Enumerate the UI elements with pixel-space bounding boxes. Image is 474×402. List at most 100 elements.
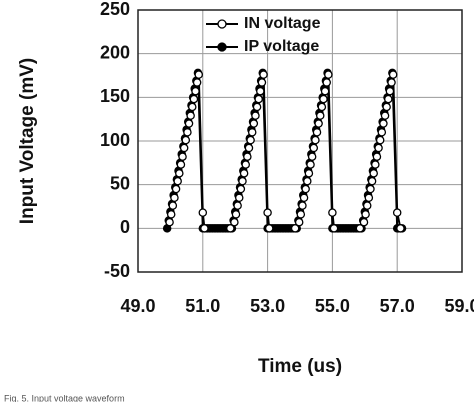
data-point — [322, 78, 331, 87]
data-point — [233, 201, 242, 210]
data-point — [226, 224, 235, 233]
data-point — [312, 128, 322, 137]
data-point — [173, 176, 182, 186]
data-point — [315, 111, 325, 120]
data-point — [374, 143, 383, 153]
data-point — [380, 111, 390, 120]
y-tick-label: 250 — [100, 0, 130, 19]
data-point — [303, 176, 312, 186]
data-point — [252, 102, 262, 112]
data-point — [251, 111, 260, 120]
x-tick-label: 53.0 — [250, 296, 285, 316]
y-tick-label: 150 — [100, 86, 130, 106]
legend-label: IP voltage — [244, 38, 319, 55]
data-point — [241, 160, 250, 169]
data-point — [236, 184, 246, 194]
data-point — [194, 70, 203, 79]
data-point — [328, 208, 337, 217]
data-point — [234, 193, 244, 203]
data-point — [361, 210, 370, 219]
data-point — [246, 135, 255, 145]
caption: Fig. 5. Input voltage waveform — [4, 393, 125, 402]
y-tick-label: 50 — [110, 173, 130, 193]
data-point — [178, 152, 187, 161]
data-point — [392, 208, 402, 217]
data-point — [175, 169, 184, 178]
plot-frame — [137, 9, 463, 273]
data-point — [247, 128, 257, 137]
data-point — [179, 143, 189, 153]
data-point — [375, 135, 385, 145]
data-point — [183, 128, 192, 137]
data-point — [186, 111, 195, 120]
x-tick-label: 57.0 — [380, 296, 415, 316]
data-point — [239, 169, 249, 178]
data-point — [189, 94, 199, 104]
y-tick-label: 200 — [100, 42, 130, 62]
data-point — [385, 86, 395, 96]
data-point — [384, 94, 393, 104]
data-point — [256, 86, 265, 96]
x-tick-label: 51.0 — [185, 296, 220, 316]
data-point — [191, 86, 200, 96]
data-point — [309, 143, 319, 153]
data-point — [387, 78, 396, 87]
data-point — [304, 169, 314, 178]
data-point — [364, 193, 374, 203]
data-point — [249, 119, 259, 128]
x-tick-label: 49.0 — [120, 296, 155, 316]
data-point — [314, 119, 323, 128]
data-point — [298, 201, 307, 210]
data-point — [296, 210, 306, 219]
y-tick-label: 100 — [100, 130, 130, 150]
data-point — [176, 160, 186, 169]
x-axis-title: Time (us) — [258, 356, 342, 377]
data-point — [166, 210, 176, 219]
data-point — [243, 152, 252, 161]
data-point — [264, 224, 274, 233]
data-point — [317, 102, 327, 112]
data-point — [181, 135, 191, 145]
data-point — [294, 217, 304, 227]
legend-marker — [217, 42, 227, 52]
data-point — [388, 70, 398, 79]
data-point — [320, 86, 330, 96]
data-point — [290, 224, 300, 233]
data-point — [301, 184, 310, 194]
data-point — [377, 128, 387, 137]
data-point — [311, 135, 320, 145]
data-point — [306, 160, 315, 169]
x-tick-label: 55.0 — [315, 296, 350, 316]
data-point — [367, 176, 377, 186]
data-point — [168, 201, 178, 210]
data-point — [238, 176, 247, 186]
data-point — [171, 184, 181, 194]
data-point — [329, 224, 339, 233]
y-tick-label: 0 — [120, 217, 130, 237]
data-point — [259, 70, 268, 79]
data-point — [362, 201, 372, 210]
data-point — [366, 184, 375, 194]
data-point — [369, 169, 378, 178]
data-point — [244, 143, 254, 153]
legend-marker — [217, 19, 227, 29]
data-point — [200, 224, 209, 233]
legend-label: IN voltage — [244, 15, 321, 32]
data-point — [254, 94, 263, 104]
data-point — [382, 102, 391, 112]
data-point — [192, 78, 202, 87]
data-point — [324, 70, 333, 79]
data-point — [372, 152, 382, 161]
data-point — [188, 102, 197, 112]
data-point — [299, 193, 309, 203]
data-point — [371, 160, 380, 169]
data-point — [379, 119, 388, 128]
data-point — [184, 119, 194, 128]
data-point — [198, 208, 208, 217]
data-point — [263, 208, 272, 217]
data-point — [257, 78, 267, 87]
data-point — [319, 94, 328, 104]
data-point — [355, 224, 365, 233]
x-tick-label: 59.0 — [444, 296, 474, 316]
